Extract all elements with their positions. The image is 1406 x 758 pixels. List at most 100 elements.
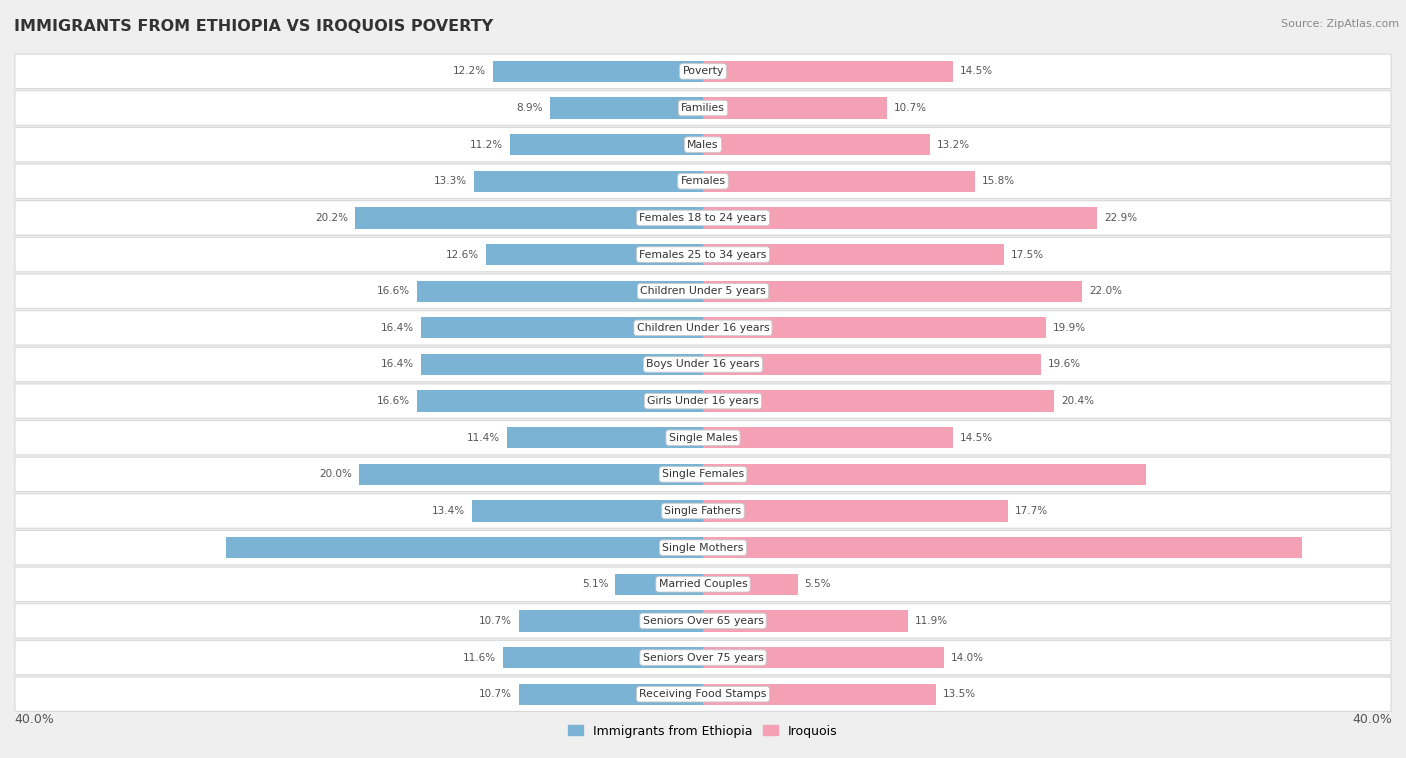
FancyBboxPatch shape <box>15 531 1391 565</box>
Text: Single Fathers: Single Fathers <box>665 506 741 516</box>
Text: 15.8%: 15.8% <box>981 177 1015 186</box>
Text: 11.9%: 11.9% <box>915 616 948 626</box>
FancyBboxPatch shape <box>15 677 1391 712</box>
FancyBboxPatch shape <box>15 603 1391 638</box>
Text: Seniors Over 75 years: Seniors Over 75 years <box>643 653 763 662</box>
Text: IMMIGRANTS FROM ETHIOPIA VS IROQUOIS POVERTY: IMMIGRANTS FROM ETHIOPIA VS IROQUOIS POV… <box>14 19 494 34</box>
Text: 22.9%: 22.9% <box>1104 213 1137 223</box>
Bar <box>703 244 1004 265</box>
Bar <box>703 647 945 669</box>
Text: 14.5%: 14.5% <box>960 67 993 77</box>
Text: 13.2%: 13.2% <box>938 139 970 149</box>
Text: 17.5%: 17.5% <box>1011 249 1045 259</box>
FancyBboxPatch shape <box>15 201 1391 235</box>
Text: 11.2%: 11.2% <box>470 139 503 149</box>
Bar <box>506 427 703 449</box>
Text: Single Mothers: Single Mothers <box>662 543 744 553</box>
Text: 22.0%: 22.0% <box>1088 287 1122 296</box>
Text: Source: ZipAtlas.com: Source: ZipAtlas.com <box>1281 19 1399 29</box>
Text: 12.6%: 12.6% <box>446 249 479 259</box>
Text: 20.2%: 20.2% <box>315 213 349 223</box>
Bar <box>703 134 931 155</box>
Bar <box>616 574 703 595</box>
Bar <box>356 207 703 229</box>
Bar <box>503 647 703 669</box>
Text: Families: Families <box>681 103 725 113</box>
Text: 19.9%: 19.9% <box>1053 323 1085 333</box>
FancyBboxPatch shape <box>15 421 1391 455</box>
FancyBboxPatch shape <box>15 347 1391 382</box>
FancyBboxPatch shape <box>15 274 1391 309</box>
FancyBboxPatch shape <box>15 457 1391 492</box>
Text: 16.4%: 16.4% <box>381 359 413 369</box>
Bar <box>486 244 703 265</box>
Text: 16.6%: 16.6% <box>377 287 411 296</box>
Text: Females 25 to 34 years: Females 25 to 34 years <box>640 249 766 259</box>
Text: 19.6%: 19.6% <box>1047 359 1081 369</box>
Text: Poverty: Poverty <box>682 67 724 77</box>
Text: 10.7%: 10.7% <box>479 616 512 626</box>
Bar <box>418 390 703 412</box>
Bar <box>703 97 887 119</box>
Bar <box>703 207 1098 229</box>
Text: Married Couples: Married Couples <box>658 579 748 589</box>
Legend: Immigrants from Ethiopia, Iroquois: Immigrants from Ethiopia, Iroquois <box>564 719 842 743</box>
Bar <box>474 171 703 192</box>
Text: Receiving Food Stamps: Receiving Food Stamps <box>640 689 766 699</box>
Text: 16.4%: 16.4% <box>381 323 413 333</box>
Text: 14.5%: 14.5% <box>960 433 993 443</box>
Bar <box>703 610 908 631</box>
FancyBboxPatch shape <box>15 164 1391 199</box>
Text: 13.4%: 13.4% <box>432 506 465 516</box>
Bar <box>703 61 953 82</box>
Text: Males: Males <box>688 139 718 149</box>
Text: Children Under 5 years: Children Under 5 years <box>640 287 766 296</box>
Text: 12.2%: 12.2% <box>453 67 486 77</box>
Bar <box>359 464 703 485</box>
Text: Boys Under 16 years: Boys Under 16 years <box>647 359 759 369</box>
Bar <box>472 500 703 522</box>
FancyBboxPatch shape <box>15 127 1391 162</box>
Text: 20.0%: 20.0% <box>319 469 352 479</box>
Text: 20.4%: 20.4% <box>1062 396 1094 406</box>
Bar <box>703 171 976 192</box>
Bar <box>703 500 1008 522</box>
Text: Single Females: Single Females <box>662 469 744 479</box>
Text: 17.7%: 17.7% <box>1015 506 1047 516</box>
Text: Children Under 16 years: Children Under 16 years <box>637 323 769 333</box>
FancyBboxPatch shape <box>15 91 1391 125</box>
Text: Females 18 to 24 years: Females 18 to 24 years <box>640 213 766 223</box>
Bar <box>510 134 703 155</box>
Text: Girls Under 16 years: Girls Under 16 years <box>647 396 759 406</box>
Text: 11.6%: 11.6% <box>463 653 496 662</box>
Bar <box>550 97 703 119</box>
FancyBboxPatch shape <box>15 493 1391 528</box>
Bar <box>420 317 703 339</box>
Text: 5.1%: 5.1% <box>582 579 609 589</box>
Text: 40.0%: 40.0% <box>14 713 53 725</box>
Bar <box>703 280 1083 302</box>
Text: 11.4%: 11.4% <box>467 433 499 443</box>
FancyBboxPatch shape <box>15 384 1391 418</box>
Text: 14.0%: 14.0% <box>950 653 984 662</box>
FancyBboxPatch shape <box>15 311 1391 345</box>
Text: 5.5%: 5.5% <box>804 579 831 589</box>
Text: 27.7%: 27.7% <box>186 543 219 553</box>
Text: Females: Females <box>681 177 725 186</box>
Text: 40.0%: 40.0% <box>1353 713 1392 725</box>
Text: 10.7%: 10.7% <box>894 103 927 113</box>
Bar <box>703 427 953 449</box>
Bar <box>703 464 1146 485</box>
Text: 10.7%: 10.7% <box>479 689 512 699</box>
Text: 34.8%: 34.8% <box>1309 543 1343 553</box>
FancyBboxPatch shape <box>15 641 1391 675</box>
Bar <box>226 537 703 559</box>
Text: 8.9%: 8.9% <box>516 103 543 113</box>
Bar <box>519 684 703 705</box>
Bar <box>703 317 1046 339</box>
Bar <box>703 537 1302 559</box>
Bar <box>703 354 1040 375</box>
Bar <box>703 684 935 705</box>
Bar <box>703 390 1054 412</box>
Bar <box>519 610 703 631</box>
